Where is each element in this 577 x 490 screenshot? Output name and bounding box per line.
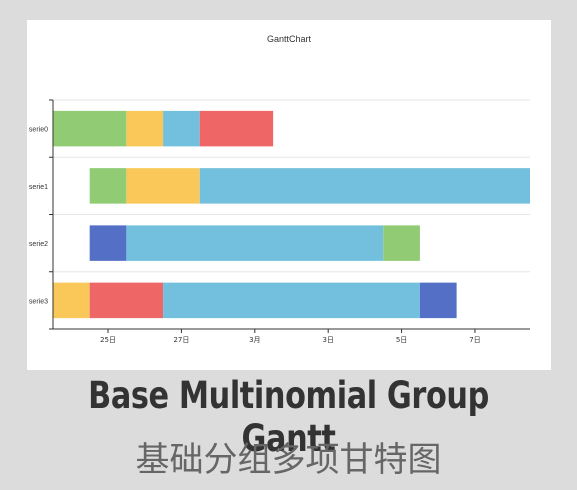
x-tick-label: 27日 xyxy=(173,336,189,344)
bar-serie2-2 xyxy=(383,225,420,261)
bar-serie1-2 xyxy=(199,168,530,204)
bar-serie3-1 xyxy=(89,282,164,319)
y-tick-label: serie2 xyxy=(29,241,48,248)
bar-serie0-3 xyxy=(199,110,274,147)
x-tick-label: 7日 xyxy=(469,336,480,344)
chart-panel: GanttChart serie0 serie1 serie2 serie3 25日 27… xyxy=(27,20,551,370)
bar-serie0-1 xyxy=(126,110,164,147)
gantt-plot: serie0 serie1 serie2 serie3 25日 27日 3月 3日 5日 7日 xyxy=(29,99,530,344)
bar-serie2-0 xyxy=(89,225,127,261)
bar-serie1-1 xyxy=(126,168,200,204)
bar-serie0-0 xyxy=(53,110,127,147)
bar-serie1-0 xyxy=(89,168,127,204)
bar-serie3-0 xyxy=(53,282,90,319)
y-tick-label: serie1 xyxy=(29,184,48,191)
bar-serie3-2 xyxy=(163,282,420,319)
x-tick-label: 25日 xyxy=(100,336,116,344)
x-tick-label: 3月 xyxy=(249,336,260,344)
caption-english-title: Base Multinomial Group Gantt xyxy=(88,374,489,460)
bar-serie2-1 xyxy=(126,225,384,261)
bar-serie0-2 xyxy=(163,110,200,147)
chart-title: GanttChart xyxy=(266,34,312,44)
bar-serie3-3 xyxy=(419,282,457,319)
caption-chinese-title: 基础分组多项甘特图 xyxy=(135,440,442,480)
y-tick-label: serie0 xyxy=(29,127,48,134)
x-tick-label: 3日 xyxy=(322,336,333,344)
x-tick-label: 5日 xyxy=(396,336,407,344)
y-tick-label: serie3 xyxy=(29,298,48,305)
